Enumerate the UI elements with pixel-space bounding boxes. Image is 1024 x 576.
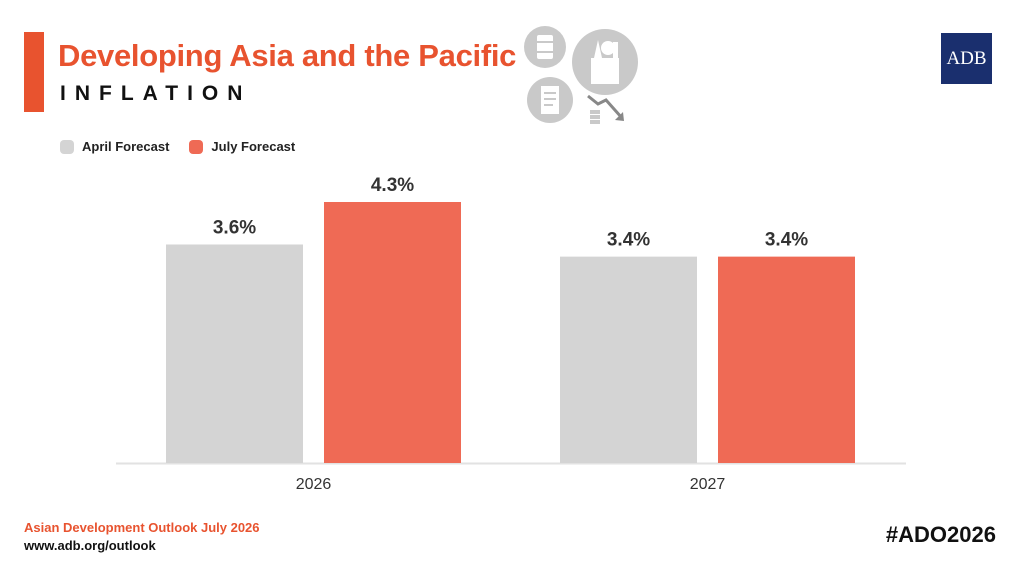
legend-item-april: April Forecast bbox=[60, 139, 169, 154]
legend-swatch-july bbox=[189, 139, 204, 154]
inflation-icons bbox=[524, 26, 638, 124]
bar-april-2027 bbox=[560, 256, 697, 463]
hashtag: #ADO2026 bbox=[885, 522, 996, 547]
x-tick-label-2027: 2027 bbox=[690, 476, 726, 493]
adb-logo: ADB bbox=[941, 33, 992, 84]
grocery-bag-icon bbox=[572, 29, 638, 95]
publication-name: Asian Development Outlook July 2026 bbox=[24, 520, 260, 535]
chart-legend: April Forecast July Forecast bbox=[60, 139, 315, 154]
x-tick-label-2026: 2026 bbox=[296, 476, 332, 493]
data-label-april-2027: 3.4% bbox=[607, 230, 650, 251]
outlook-url[interactable]: www.adb.org/outlook bbox=[24, 538, 156, 553]
receipt-icon bbox=[527, 77, 573, 123]
bar-april-2026 bbox=[166, 244, 303, 463]
data-label-april-2026: 3.6% bbox=[213, 217, 256, 238]
bar-july-2026 bbox=[324, 202, 461, 463]
title-accent-bar bbox=[24, 32, 44, 112]
legend-swatch-april bbox=[60, 139, 74, 154]
data-label-july-2027: 3.4% bbox=[765, 230, 808, 251]
legend-item-july: July Forecast bbox=[189, 139, 295, 154]
bar-july-2027 bbox=[718, 256, 855, 463]
legend-label-april: April Forecast bbox=[82, 139, 170, 154]
price-decline-icon bbox=[587, 94, 624, 124]
page-title: Developing Asia and the Pacific bbox=[58, 38, 517, 73]
oil-barrel-icon bbox=[524, 26, 566, 68]
page-subtitle: INFLATION bbox=[60, 82, 252, 105]
legend-label-july: July Forecast bbox=[211, 139, 296, 154]
data-label-july-2026: 4.3% bbox=[371, 175, 414, 196]
